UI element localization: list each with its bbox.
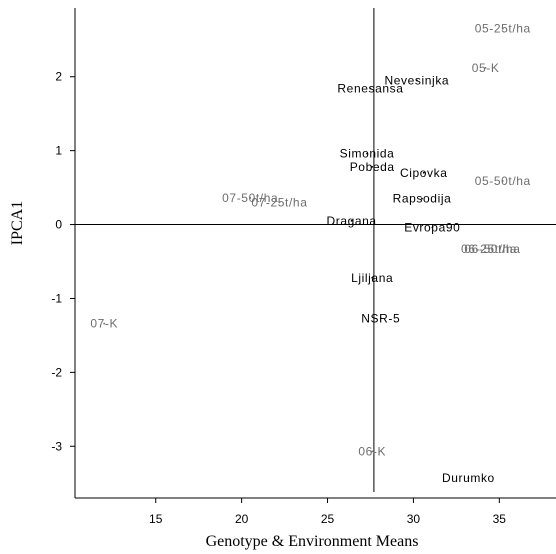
genotype-point <box>379 317 382 320</box>
y-tick-label: 0 <box>55 218 62 232</box>
environment-point <box>501 180 504 182</box>
genotype-point <box>366 152 368 155</box>
genotype-label: Ljiljana <box>351 271 393 285</box>
genotype-point <box>431 226 434 229</box>
genotype-label: NSR-5 <box>361 311 400 325</box>
environment-point <box>249 197 252 199</box>
y-axis-title: IPCA1 <box>9 201 26 245</box>
y-tick-label: -2 <box>51 365 62 379</box>
genotype-label: Evropa90 <box>404 221 460 235</box>
environment-label: 05-50t/ha <box>475 174 531 188</box>
genotype-label: Renesansa <box>337 82 403 96</box>
environment-point <box>278 201 281 204</box>
environment-point <box>103 322 106 325</box>
environment-label: 05-K <box>472 61 500 75</box>
environment-label: 05-25t/ha <box>475 22 531 36</box>
point-labels: 05-25t/ha 05-K 05-50t/ha 07-50t/ha07-25t/ha… <box>90 22 530 485</box>
y-tick-label: -1 <box>51 291 62 305</box>
axes <box>74 8 556 499</box>
genotype-label: Rapsodija <box>393 192 452 206</box>
genotype-point <box>422 171 425 174</box>
environment-point <box>491 248 494 250</box>
genotype-label: Cipovka <box>400 166 448 180</box>
genotype-point <box>421 197 423 200</box>
genotype-label: Nevesinjka <box>385 73 450 87</box>
genotype-point <box>350 219 353 222</box>
x-tick-label: 30 <box>407 512 421 526</box>
x-axis-title: Genotype & Environment Means <box>206 533 419 550</box>
x-tick-label: 25 <box>321 512 335 526</box>
environment-point <box>488 248 490 250</box>
genotype-point <box>371 165 374 168</box>
x-tick-label: 15 <box>149 512 163 526</box>
y-tick-label: 1 <box>55 144 62 158</box>
data-points <box>103 27 504 479</box>
reference-lines <box>75 8 556 492</box>
environment-point <box>501 27 504 30</box>
environment-label: 07-K <box>90 317 118 331</box>
axis-ticks: 15 20 25 30 35 2 1 0 -1 -2 -3 <box>51 70 506 526</box>
environment-point <box>484 66 487 69</box>
genotype-point <box>369 87 372 90</box>
genotype-label: Simonida <box>340 147 395 161</box>
environment-label: 06-50t/ha <box>464 242 520 256</box>
x-tick-label: 35 <box>493 512 507 526</box>
environment-label: 06-25t/ha <box>461 242 517 256</box>
genotype-label: Dragana <box>326 214 376 228</box>
genotype-label: Durumko <box>442 471 495 485</box>
environment-label: 07-25t/ha <box>251 195 307 209</box>
genotype-label: Pobeda <box>350 160 395 174</box>
genotype-point <box>371 276 374 279</box>
environment-point <box>371 450 374 453</box>
y-tick-label: -3 <box>51 439 62 453</box>
environment-label: 06-K <box>358 444 386 458</box>
x-tick-label: 20 <box>235 512 249 526</box>
genotype-point <box>467 477 470 479</box>
environment-label: 07-50t/ha <box>222 191 278 205</box>
y-tick-label: 2 <box>55 70 62 84</box>
genotype-point <box>415 79 418 82</box>
